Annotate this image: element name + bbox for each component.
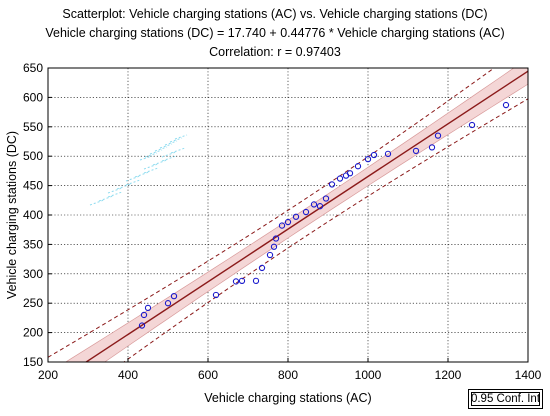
data-point — [502, 101, 510, 109]
y-tick-label: 450 — [23, 179, 43, 193]
data-point — [270, 243, 278, 250]
confidence-band-fill — [65, 68, 528, 362]
data-point — [336, 175, 344, 182]
x-tick-label: 1000 — [355, 368, 382, 382]
confidence-upper-dashed — [48, 68, 495, 358]
chart-title: Scatterplot: Vehicle charging stations (… — [62, 7, 488, 21]
regression-line — [84, 70, 528, 362]
y-tick-label: 650 — [23, 61, 43, 75]
data-point — [292, 213, 300, 220]
data-point — [170, 292, 178, 300]
data-point — [238, 277, 246, 285]
data-point — [364, 155, 372, 163]
grid-lines — [48, 68, 528, 362]
x-tick-label: 400 — [118, 368, 138, 382]
legend-box: 0.95 Conf. Int — [468, 389, 543, 409]
data-point — [144, 304, 152, 312]
data-point — [346, 170, 354, 177]
x-tick-label: 200 — [38, 368, 58, 382]
correlation-text: Correlation: r = 0.97403 — [209, 45, 341, 59]
y-tick-label: 300 — [23, 267, 43, 281]
data-point — [434, 132, 442, 139]
hatch-mark — [161, 151, 177, 158]
data-point — [266, 251, 274, 259]
data-point — [302, 208, 310, 216]
data-point — [384, 150, 392, 157]
data-point — [354, 163, 362, 170]
hatch-mark — [98, 195, 114, 202]
data-point — [468, 121, 476, 129]
hatch-mark — [161, 155, 177, 162]
data-point — [310, 201, 318, 208]
y-axis-ticks: 150 200 250 300 350 400 450 500 550 600 650 — [23, 61, 52, 369]
data-point — [284, 218, 292, 226]
data-point — [138, 322, 146, 329]
x-tick-label: 1400 — [515, 368, 542, 382]
y-axis-label: Vehicle charging stations (DC) — [5, 131, 19, 299]
fit-line — [84, 70, 528, 362]
hatch-mark — [174, 134, 188, 140]
hatch-mark — [170, 147, 186, 154]
x-axis-ticks: 200 400 600 800 1000 1200 1400 — [38, 358, 542, 382]
data-point — [212, 291, 220, 299]
y-tick-label: 500 — [23, 149, 43, 163]
hatch-mark — [125, 175, 141, 182]
hatch-mark — [125, 179, 141, 186]
x-axis-label: Vehicle charging stations (AC) — [204, 391, 371, 405]
y-tick-label: 400 — [23, 208, 43, 222]
hatch-mark — [89, 199, 105, 206]
data-point — [252, 277, 260, 285]
legend-label: 0.95 Conf. Int — [470, 393, 541, 405]
data-point — [322, 195, 330, 202]
data-point — [272, 235, 280, 242]
hatch-mark — [143, 163, 159, 170]
y-tick-label: 150 — [23, 355, 43, 369]
y-tick-label: 600 — [23, 90, 43, 104]
data-point — [412, 147, 420, 155]
hatch-mark — [143, 167, 159, 174]
data-point — [140, 311, 148, 319]
data-point — [316, 203, 324, 210]
data-point — [232, 278, 240, 285]
data-point — [278, 222, 286, 229]
x-tick-label: 800 — [278, 368, 298, 382]
data-points — [138, 101, 510, 329]
hatch-mark — [107, 187, 123, 194]
y-tick-label: 550 — [23, 120, 43, 134]
x-tick-label: 1200 — [435, 368, 462, 382]
hatch-mark — [134, 171, 150, 178]
data-point — [370, 151, 378, 159]
data-point — [258, 264, 266, 272]
y-tick-label: 250 — [23, 296, 43, 310]
regression-equation: Vehicle charging stations (DC) = 17.740 … — [45, 26, 505, 40]
y-tick-label: 200 — [23, 326, 43, 340]
data-point — [328, 181, 336, 188]
y-tick-label: 350 — [23, 237, 43, 251]
data-point — [164, 300, 172, 307]
decorative-artifact — [89, 134, 188, 206]
confidence-upper-line — [65, 68, 515, 362]
data-point — [428, 144, 436, 151]
x-tick-label: 600 — [198, 368, 218, 382]
hatch-mark — [107, 191, 123, 198]
hatch-mark — [152, 159, 168, 166]
hatch-mark — [116, 183, 132, 190]
confidence-lower-line — [104, 83, 528, 362]
